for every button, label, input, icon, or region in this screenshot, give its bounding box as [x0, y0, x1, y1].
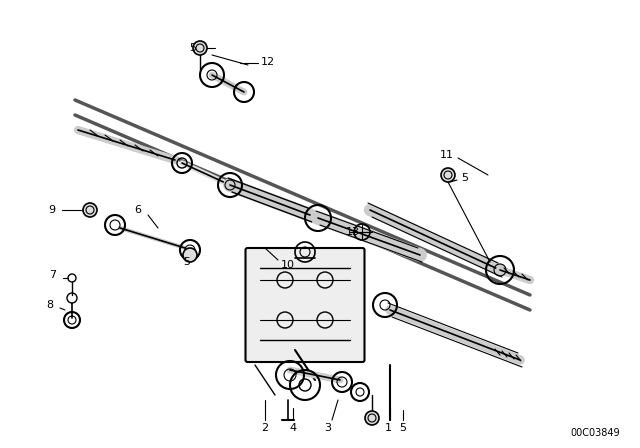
Text: 2: 2: [261, 423, 269, 433]
Text: 11: 11: [440, 150, 454, 160]
FancyBboxPatch shape: [246, 248, 365, 362]
Text: 13: 13: [346, 227, 360, 237]
Text: 8: 8: [47, 300, 54, 310]
Text: 5: 5: [184, 257, 191, 267]
Circle shape: [83, 203, 97, 217]
Text: 9: 9: [49, 205, 56, 215]
Text: 12: 12: [261, 57, 275, 67]
Circle shape: [441, 168, 455, 182]
Text: 5: 5: [189, 43, 196, 53]
Text: 6: 6: [134, 205, 141, 215]
Circle shape: [183, 248, 197, 262]
Text: 3: 3: [324, 423, 332, 433]
Text: 4: 4: [289, 423, 296, 433]
Circle shape: [365, 411, 379, 425]
Text: 5: 5: [399, 423, 406, 433]
Text: 10: 10: [281, 260, 295, 270]
Text: 00C03849: 00C03849: [570, 428, 620, 438]
Text: 1: 1: [385, 423, 392, 433]
Text: 5: 5: [461, 173, 468, 183]
Circle shape: [193, 41, 207, 55]
Text: 7: 7: [49, 270, 56, 280]
